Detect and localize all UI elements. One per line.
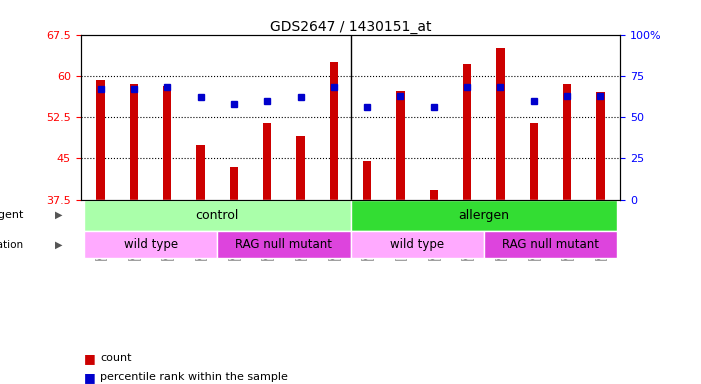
Bar: [263, 122, 271, 200]
Text: control: control: [196, 209, 239, 222]
Bar: [97, 79, 104, 200]
Text: ■: ■: [84, 371, 96, 384]
Text: ▶: ▶: [55, 240, 63, 250]
Bar: [84, 231, 217, 258]
Text: wild type: wild type: [390, 238, 444, 251]
Title: GDS2647 / 1430151_at: GDS2647 / 1430151_at: [270, 20, 431, 33]
Bar: [350, 200, 617, 231]
Text: RAG null mutant: RAG null mutant: [236, 238, 332, 251]
Bar: [217, 231, 350, 258]
Bar: [484, 231, 617, 258]
Text: count: count: [100, 353, 131, 363]
Bar: [563, 84, 571, 200]
Text: percentile rank within the sample: percentile rank within the sample: [100, 372, 288, 382]
Bar: [329, 62, 338, 200]
Bar: [529, 122, 538, 200]
Bar: [430, 190, 438, 200]
Bar: [350, 231, 484, 258]
Bar: [496, 48, 505, 200]
Bar: [163, 86, 172, 200]
Bar: [463, 64, 471, 200]
Bar: [84, 200, 350, 231]
Bar: [396, 91, 404, 200]
Text: allergen: allergen: [458, 209, 510, 222]
Bar: [363, 161, 372, 200]
Text: wild type: wild type: [123, 238, 177, 251]
Text: RAG null mutant: RAG null mutant: [502, 238, 599, 251]
Bar: [130, 84, 138, 200]
Text: genotype/variation: genotype/variation: [0, 240, 24, 250]
Bar: [196, 145, 205, 200]
Bar: [297, 136, 305, 200]
Text: agent: agent: [0, 210, 24, 220]
Bar: [230, 167, 238, 200]
Text: ■: ■: [84, 352, 96, 364]
Text: ▶: ▶: [55, 210, 63, 220]
Bar: [597, 92, 604, 200]
